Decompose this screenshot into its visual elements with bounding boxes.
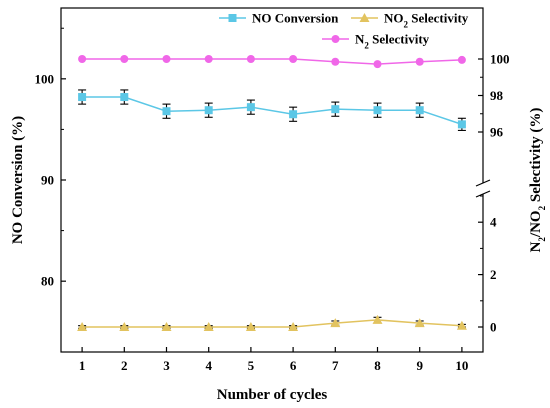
series-line <box>82 58 462 65</box>
y-right-tick-label: 4 <box>490 215 497 230</box>
data-point <box>372 314 383 324</box>
data-point <box>456 320 467 330</box>
axis-break-slash <box>475 179 491 187</box>
data-point <box>78 55 87 63</box>
data-point <box>289 110 298 119</box>
legend-label: NO Conversion <box>252 11 339 26</box>
text-part: 2 <box>364 41 369 51</box>
text-part: N <box>355 32 365 47</box>
x-tick-label: 6 <box>290 358 297 373</box>
x-tick-label: 7 <box>332 358 339 373</box>
axis-break-gap <box>481 183 485 194</box>
data-point <box>246 103 255 112</box>
x-tick-label: 10 <box>455 358 468 373</box>
legend-label: NO2 Selectivity <box>384 11 469 30</box>
data-point <box>373 60 382 69</box>
y-right-tick-label: 96 <box>490 125 504 140</box>
data-point <box>162 107 171 116</box>
y-right-tick-label: 98 <box>490 88 504 103</box>
data-point <box>77 322 88 331</box>
data-point <box>119 322 130 331</box>
data-point <box>162 55 171 63</box>
series-layer <box>77 55 467 331</box>
y-right-tick-label: 100 <box>490 52 510 67</box>
legend-label: N2 Selectivity <box>355 32 430 51</box>
data-point <box>330 318 341 328</box>
series-line <box>82 319 462 328</box>
series-0 <box>78 89 466 131</box>
data-point <box>415 57 424 66</box>
y-right-tick-label: 2 <box>490 267 497 282</box>
data-point <box>246 55 255 63</box>
text-part: 2 <box>404 20 409 30</box>
x-axis: 1 2 3 4 5 6 7 8 9 10 <box>79 347 468 373</box>
data-point <box>414 318 425 328</box>
series-2 <box>78 55 466 69</box>
x-tick-label: 2 <box>121 358 128 373</box>
y-axis-right-title: N2/NO2 Selectivity (%) <box>528 108 547 253</box>
y-axis-left: 80 90 100 <box>35 27 66 289</box>
text-part: 2 <box>537 237 547 242</box>
data-point <box>289 55 298 63</box>
text-part: N <box>528 241 544 252</box>
x-tick-label: 5 <box>248 358 255 373</box>
text-part: NO <box>384 11 404 26</box>
x-tick-label: 3 <box>163 358 170 373</box>
series-1 <box>77 314 467 331</box>
y-left-tick-label: 100 <box>35 71 55 86</box>
series-line <box>82 96 463 126</box>
data-point <box>203 322 214 331</box>
y-left-tick-label: 80 <box>41 274 54 289</box>
data-point <box>245 322 256 331</box>
y-axis-left-title: NO Conversion (%) <box>10 116 26 244</box>
legend-marker <box>228 14 237 22</box>
text-part: Selectivity <box>369 32 430 47</box>
x-tick-label: 8 <box>374 358 381 373</box>
data-point <box>120 55 129 63</box>
data-point <box>331 105 340 114</box>
data-point <box>204 106 213 115</box>
data-point <box>78 93 87 102</box>
y-right-tick-label: 0 <box>490 320 497 335</box>
data-point <box>204 55 213 63</box>
text-part: Selectivity (%) <box>528 108 544 206</box>
x-tick-label: 4 <box>205 358 212 373</box>
data-point <box>120 93 129 102</box>
data-point <box>161 322 172 331</box>
right-axis-break <box>475 179 491 198</box>
data-point <box>373 106 382 115</box>
x-tick-label: 9 <box>416 358 423 373</box>
data-point <box>457 55 466 64</box>
text-part: 2 <box>537 205 547 210</box>
x-axis-title: Number of cycles <box>217 387 328 403</box>
text-part: Selectivity <box>408 11 469 26</box>
legend-marker <box>359 13 370 22</box>
data-point <box>457 120 466 129</box>
data-point <box>415 106 424 115</box>
text-part: /NO <box>528 210 544 238</box>
y-left-tick-label: 90 <box>41 173 54 188</box>
y-axis-right: 96 98 100 0 2 4 <box>478 52 510 335</box>
x-tick-label: 1 <box>79 358 86 373</box>
data-point <box>331 57 340 66</box>
legend-marker <box>331 35 340 43</box>
axis-break-slash <box>475 190 491 198</box>
data-point <box>288 322 299 331</box>
